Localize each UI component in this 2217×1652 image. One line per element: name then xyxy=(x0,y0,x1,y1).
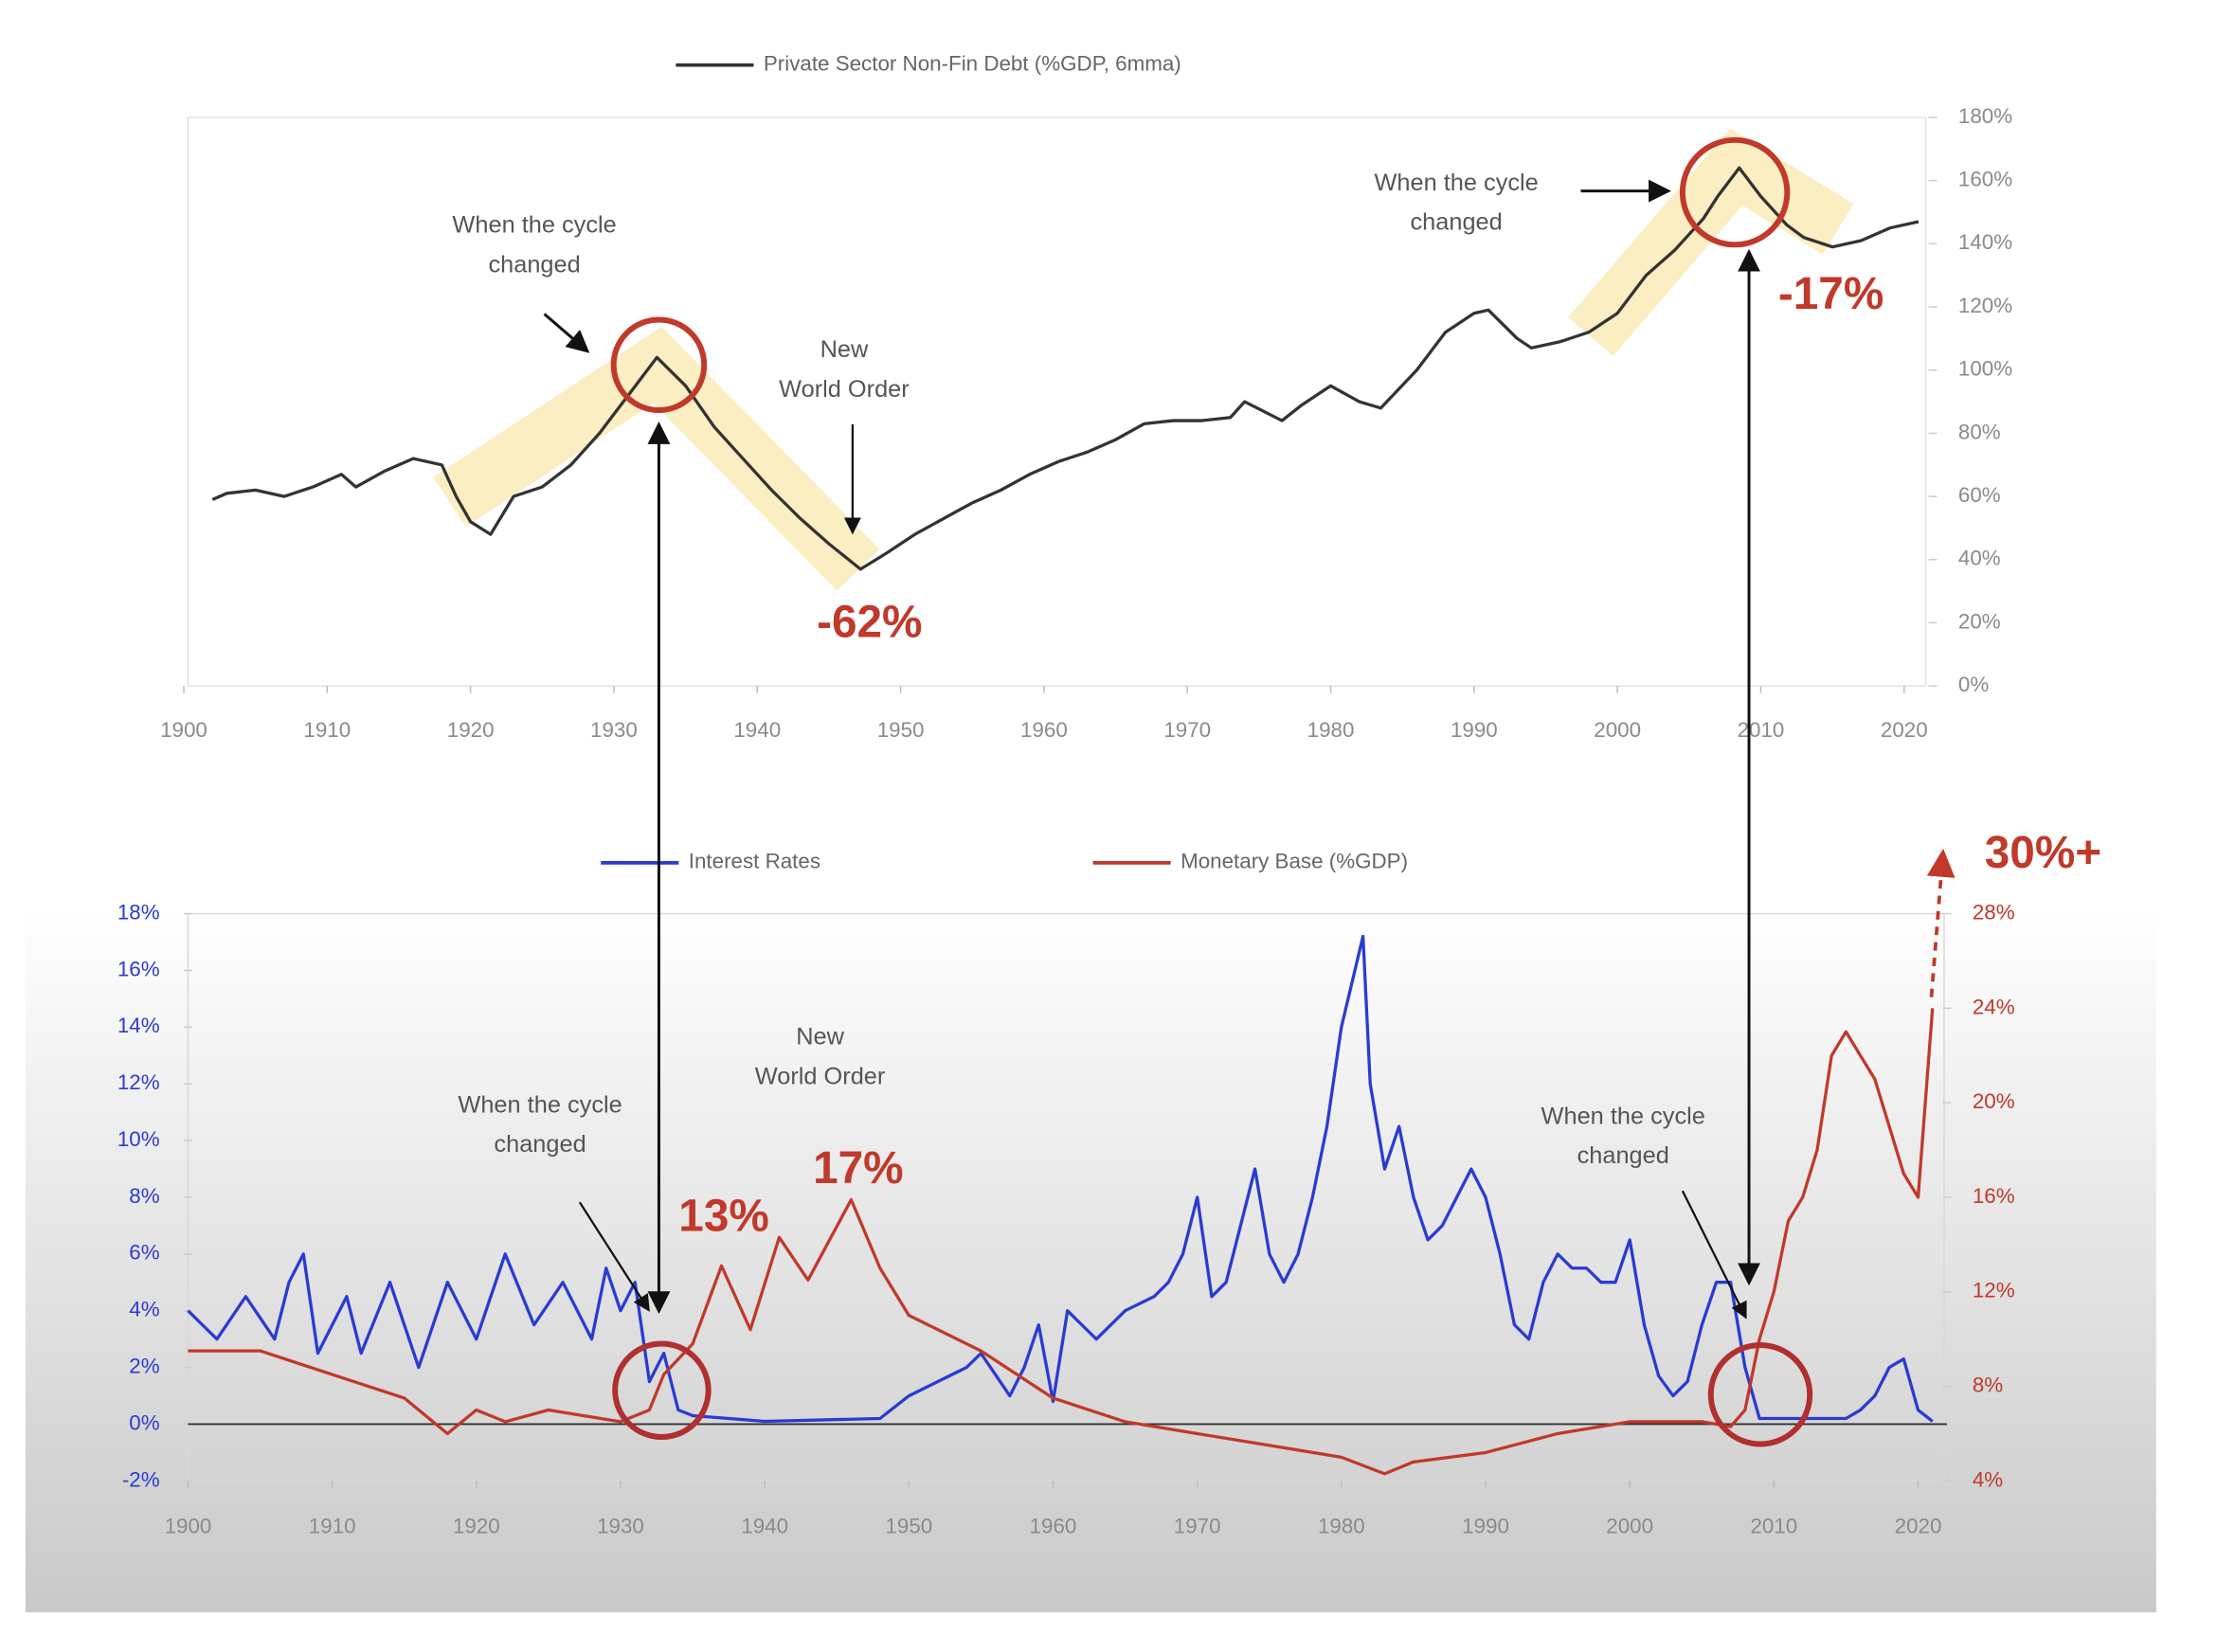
annotation: changed xyxy=(1410,209,1502,236)
y-tick-label: 2% xyxy=(129,1354,159,1377)
y-tick-label: 40% xyxy=(1958,547,2001,570)
y2-tick-label: 4% xyxy=(1973,1467,2003,1491)
y-tick-label: 100% xyxy=(1958,357,2012,381)
x-tick-label: 1940 xyxy=(733,718,781,742)
y-tick-label: 16% xyxy=(117,957,160,980)
upper-frame xyxy=(187,117,1927,687)
y-tick-label: 140% xyxy=(1958,230,2012,254)
x-tick-label: 1920 xyxy=(447,718,495,742)
y-tick-label: 120% xyxy=(1958,294,2012,317)
x-tick-label: 1950 xyxy=(885,1515,932,1538)
y-tick-label: 160% xyxy=(1958,168,2012,191)
x-tick-label: 1910 xyxy=(303,718,351,742)
annotation: changed xyxy=(494,1131,586,1158)
y-tick-label: -2% xyxy=(122,1467,160,1491)
y2-tick-label: 12% xyxy=(1973,1279,2015,1302)
annotation-value: 13% xyxy=(678,1192,769,1242)
annotation: World Order xyxy=(755,1063,886,1089)
x-tick-label: 1950 xyxy=(877,718,925,742)
x-tick-label: 1900 xyxy=(160,718,207,742)
x-tick-label: 1990 xyxy=(1462,1515,1509,1538)
x-tick-label: 2010 xyxy=(1738,718,1785,742)
annotation: When the cycle xyxy=(1374,170,1538,196)
legend-label: Monetary Base (%GDP) xyxy=(1181,850,1408,873)
y-tick-label: 6% xyxy=(129,1241,159,1265)
x-tick-label: 1970 xyxy=(1174,1515,1221,1538)
annotation-value: -17% xyxy=(1778,269,1884,319)
x-tick-label: 2010 xyxy=(1750,1515,1797,1538)
y-tick-label: 0% xyxy=(1958,673,1989,696)
y-tick-label: 0% xyxy=(129,1410,159,1434)
y-tick-label: 14% xyxy=(117,1014,160,1037)
x-tick-label: 1900 xyxy=(165,1515,212,1538)
y-tick-label: 10% xyxy=(117,1127,160,1151)
annotation: changed xyxy=(1577,1142,1669,1169)
data-line xyxy=(211,166,1920,571)
arrow xyxy=(543,313,590,353)
y2-tick-label: 20% xyxy=(1973,1089,2015,1113)
x-tick-label: 2000 xyxy=(1594,718,1641,742)
overlay xyxy=(543,136,1956,1447)
arrow xyxy=(1681,1190,1747,1320)
y-tick-label: 20% xyxy=(1958,609,2001,633)
highlight-circle xyxy=(1707,1342,1813,1447)
y2-tick-label: 8% xyxy=(1973,1373,2003,1396)
arrow xyxy=(1926,848,1956,997)
x-tick-label: 1980 xyxy=(1307,718,1355,742)
x-tick-label: 1920 xyxy=(453,1515,500,1538)
x-tick-label: 2020 xyxy=(1895,1515,1942,1538)
x-tick-label: 2020 xyxy=(1881,718,1928,742)
legend-label: Private Sector Non-Fin Debt (%GDP, 6mma) xyxy=(764,52,1181,76)
data-line xyxy=(187,934,1934,1424)
legend-label: Interest Rates xyxy=(689,850,820,873)
y-tick-label: 4% xyxy=(129,1298,159,1321)
x-tick-label: 1940 xyxy=(741,1515,788,1538)
y-tick-label: 12% xyxy=(117,1070,160,1094)
annotation-value: 17% xyxy=(813,1143,904,1194)
highlight-circle xyxy=(1679,136,1791,248)
annotation: When the cycle xyxy=(452,212,616,239)
annotation: changed xyxy=(488,251,580,278)
y-tick-label: 60% xyxy=(1958,483,2001,507)
arrow xyxy=(578,1201,650,1312)
x-tick-label: 2000 xyxy=(1606,1515,1653,1538)
annotation: New xyxy=(796,1024,844,1050)
data-line xyxy=(188,1008,1935,1476)
y2-tick-label: 28% xyxy=(1973,900,2015,924)
annotation-value: -62% xyxy=(817,598,922,648)
x-tick-label: 1970 xyxy=(1163,718,1211,742)
highlight-circle xyxy=(612,1340,712,1441)
annotation-value: 30%+ xyxy=(1985,828,2101,878)
annotation: When the cycle xyxy=(458,1091,622,1118)
y2-tick-label: 16% xyxy=(1973,1184,2015,1208)
highlight-band xyxy=(1568,128,1854,356)
y-tick-label: 18% xyxy=(117,900,160,924)
annotation: New xyxy=(820,336,869,363)
highlight-circle xyxy=(610,316,708,413)
y-tick-label: 8% xyxy=(129,1184,159,1208)
x-tick-label: 1990 xyxy=(1451,718,1498,742)
x-tick-label: 1930 xyxy=(590,718,638,742)
annotation: When the cycle xyxy=(1541,1103,1705,1129)
y-tick-label: 80% xyxy=(1958,420,2001,443)
lower-background xyxy=(25,905,2156,1613)
x-tick-label: 1960 xyxy=(1020,718,1068,742)
x-tick-label: 1980 xyxy=(1318,1515,1365,1538)
annotation: World Order xyxy=(779,376,910,403)
x-tick-label: 1930 xyxy=(597,1515,644,1538)
x-tick-label: 1910 xyxy=(309,1515,356,1538)
x-tick-label: 1960 xyxy=(1030,1515,1077,1538)
y2-tick-label: 24% xyxy=(1973,995,2015,1018)
highlight-band xyxy=(433,326,880,591)
y-tick-label: 180% xyxy=(1958,104,2012,128)
